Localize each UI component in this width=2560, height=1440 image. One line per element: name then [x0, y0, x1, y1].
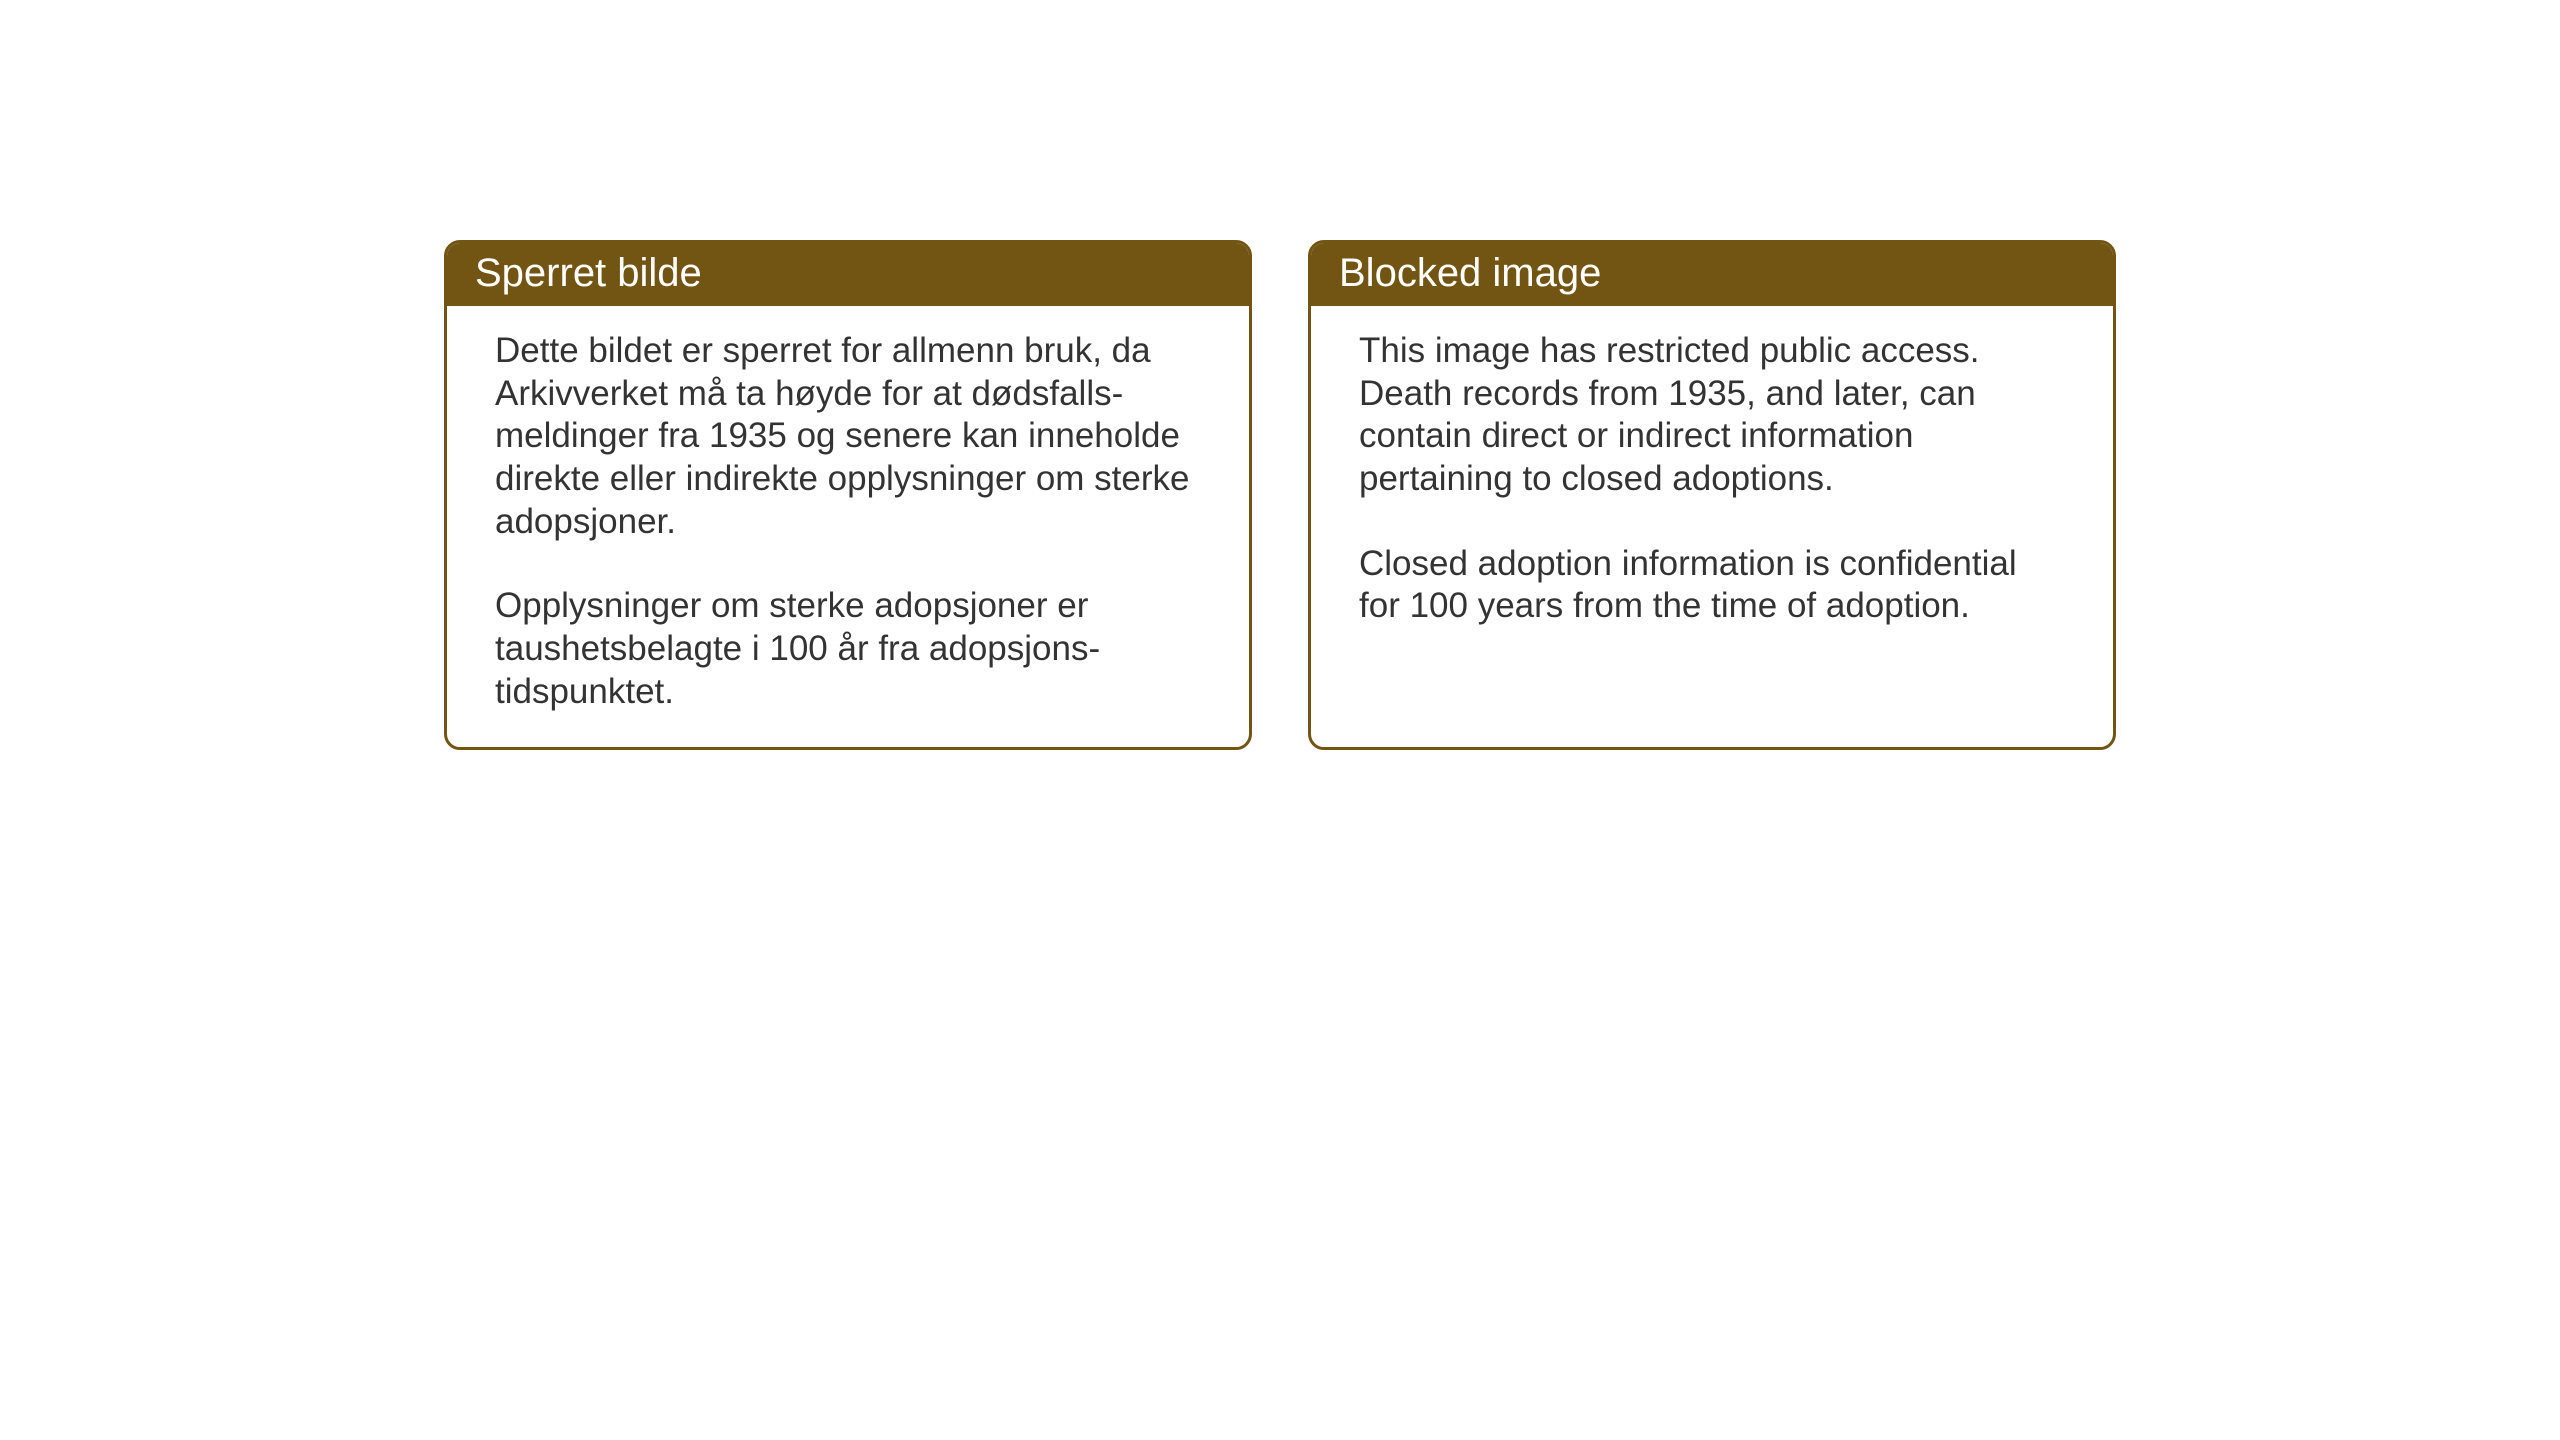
- notice-card-norwegian: Sperret bilde Dette bildet er sperret fo…: [444, 240, 1252, 750]
- card-paragraph1-norwegian: Dette bildet er sperret for allmenn bruk…: [495, 330, 1201, 543]
- card-paragraph1-english: This image has restricted public access.…: [1359, 330, 2065, 501]
- card-paragraph2-english: Closed adoption information is confident…: [1359, 543, 2065, 628]
- card-title-english: Blocked image: [1339, 251, 1601, 295]
- notice-card-english: Blocked image This image has restricted …: [1308, 240, 2116, 750]
- card-body-english: This image has restricted public access.…: [1311, 306, 2113, 668]
- card-header-english: Blocked image: [1311, 243, 2113, 306]
- card-paragraph2-norwegian: Opplysninger om sterke adopsjoner er tau…: [495, 585, 1201, 713]
- card-body-norwegian: Dette bildet er sperret for allmenn bruk…: [447, 306, 1249, 750]
- notice-container: Sperret bilde Dette bildet er sperret fo…: [444, 240, 2116, 750]
- card-header-norwegian: Sperret bilde: [447, 243, 1249, 306]
- card-title-norwegian: Sperret bilde: [475, 251, 702, 295]
